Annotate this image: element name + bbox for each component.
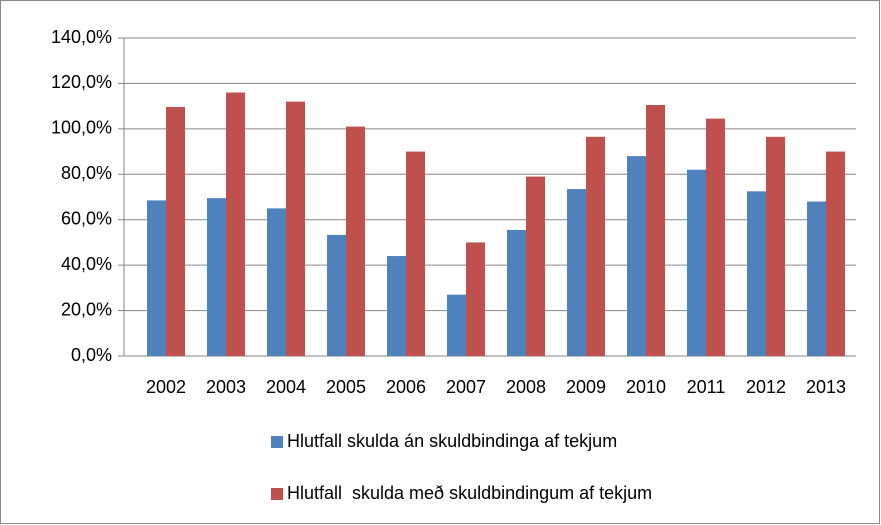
- bar: [627, 156, 646, 356]
- y-tick-label: 20,0%: [61, 299, 112, 319]
- bar: [766, 136, 785, 356]
- bar: [526, 176, 545, 356]
- bar: [586, 136, 605, 356]
- y-tick-label: 120,0%: [51, 72, 112, 92]
- bar: [226, 92, 245, 356]
- x-tick-label: 2011: [687, 377, 726, 397]
- bar: [747, 191, 766, 356]
- x-tick-label: 2010: [626, 377, 666, 397]
- y-tick-label: 0,0%: [71, 345, 112, 365]
- y-tick-label: 80,0%: [61, 163, 112, 183]
- bar: [346, 126, 365, 356]
- bar: [567, 189, 586, 356]
- legend-swatch: [271, 436, 283, 448]
- legend-swatch: [271, 488, 283, 500]
- x-tick-label: 2008: [506, 377, 546, 397]
- y-tick-label: 40,0%: [61, 254, 112, 274]
- x-tick-label: 2002: [146, 377, 186, 397]
- bar: [147, 200, 166, 356]
- bar: [406, 151, 425, 356]
- x-tick-label: 2009: [566, 377, 606, 397]
- x-tick-label: 2007: [446, 377, 486, 397]
- x-tick-label: 2006: [386, 377, 426, 397]
- bar: [267, 208, 286, 356]
- bar: [327, 234, 346, 356]
- x-tick-label: 2004: [266, 377, 306, 397]
- bar: [166, 107, 185, 357]
- bar: [387, 256, 406, 356]
- bar: [646, 105, 665, 356]
- legend-label: Hlutfall skulda með skuldbindingum af te…: [287, 483, 652, 503]
- bar: [447, 294, 466, 356]
- bar: [466, 242, 485, 356]
- bar: [807, 201, 826, 356]
- x-tick-label: 2012: [746, 377, 786, 397]
- bar: [826, 151, 845, 356]
- x-tick-label: 2003: [206, 377, 246, 397]
- x-tick-label: 2005: [326, 377, 366, 397]
- y-tick-label: 140,0%: [51, 27, 112, 47]
- y-tick-label: 60,0%: [61, 208, 112, 228]
- bar: [687, 169, 706, 356]
- legend-label: Hlutfall skulda án skuldbindinga af tekj…: [287, 431, 617, 451]
- bar: [507, 229, 526, 356]
- bar: [706, 118, 725, 356]
- bar: [286, 101, 305, 356]
- x-tick-label: 2013: [806, 377, 846, 397]
- y-tick-label: 100,0%: [51, 118, 112, 138]
- bar: [207, 198, 226, 356]
